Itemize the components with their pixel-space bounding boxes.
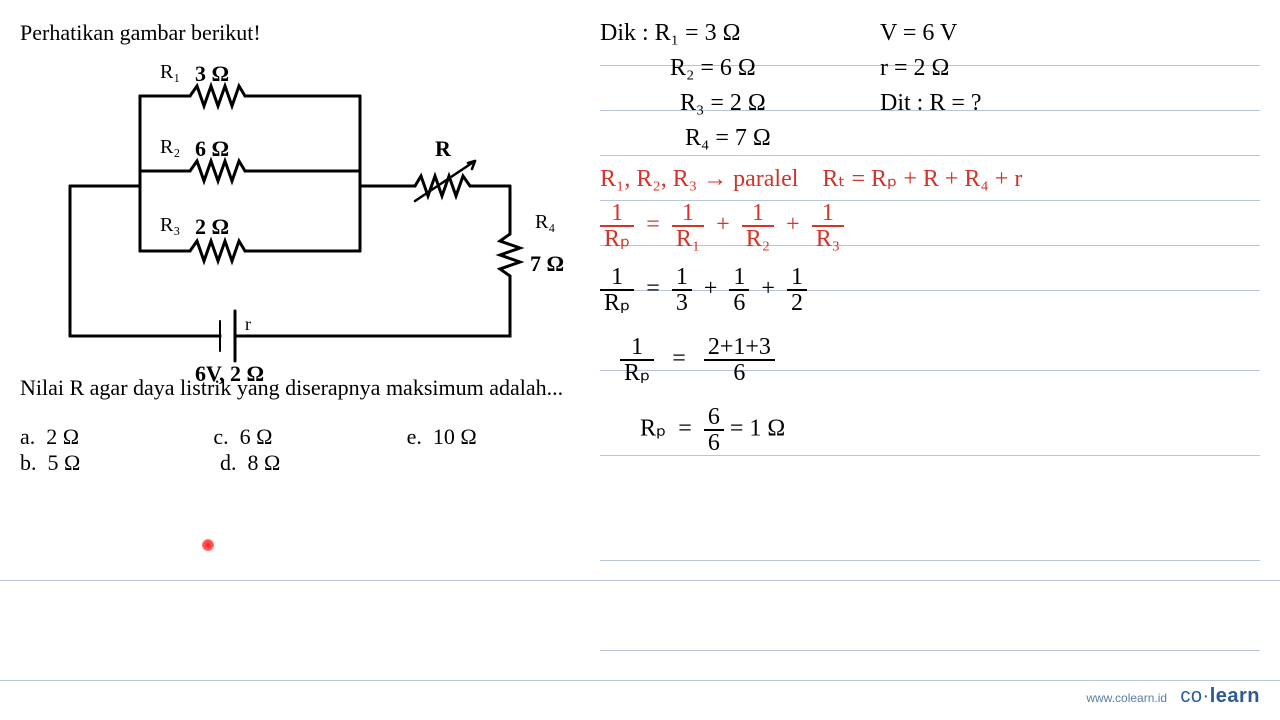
parallel-note-line: R₁, R₂, R₃ → paralel Rₜ = Rₚ + R + R₄ + …	[600, 164, 1260, 193]
brand-logo: co·learn	[1180, 685, 1260, 707]
handwriting-panel: Dik : R₁ = 3 Ω V = 6 V R₂ = 6 Ω r = 2 Ω …	[600, 20, 1260, 463]
question-panel: Perhatikan gambar berikut!	[20, 20, 600, 476]
value-R1: 3 Ω	[195, 61, 229, 87]
option-e: e. 10 Ω	[407, 424, 600, 450]
dik-R2: R₂ = 6 Ω	[670, 55, 756, 81]
answer-options: a. 2 Ω c. 6 Ω e. 10 Ω b. 5 Ω d. 8 Ω	[20, 424, 600, 476]
label-R1: R₁	[160, 61, 180, 84]
option-b: b. 5 Ω	[20, 450, 220, 476]
dit-label: Dit :	[880, 90, 923, 116]
label-source: 6V, 2 Ω	[195, 361, 264, 387]
footer-url: www.colearn.id	[1086, 691, 1167, 705]
equation-1: 1Rₚ = 1R₁ + 1R₂ + 1R₃	[600, 201, 1260, 251]
option-c: c. 6 Ω	[213, 424, 406, 450]
dik-label: Dik :	[600, 20, 649, 46]
equation-2: 1Rₚ = 13 + 16 + 12	[600, 265, 1260, 315]
label-R2: R₂	[160, 136, 180, 159]
label-R3: R₃	[160, 214, 180, 237]
dit-value: R = ?	[929, 90, 981, 116]
rt-formula: Rₜ = Rₚ + R + R₄ + r	[822, 166, 1022, 192]
dik-r: r = 2 Ω	[880, 55, 949, 82]
value-R2: 6 Ω	[195, 136, 229, 162]
circuit-diagram: R₁ 3 Ω R₂ 6 Ω R₃ 2 Ω R R₄ 7 Ω r 6V, 2 Ω	[20, 56, 580, 366]
label-R: R	[435, 136, 451, 162]
option-d: d. 8 Ω	[220, 450, 420, 476]
option-a: a. 2 Ω	[20, 424, 213, 450]
footer: www.colearn.id co·learn	[1086, 685, 1260, 708]
label-R4: R₄	[535, 211, 555, 234]
dik-R3: R₃ = 2 Ω	[680, 90, 766, 116]
value-R4: 7 Ω	[530, 251, 564, 277]
label-source-r: r	[245, 314, 251, 335]
question-title: Perhatikan gambar berikut!	[20, 20, 600, 46]
value-R3: 2 Ω	[195, 214, 229, 240]
equation-3: 1Rₚ = 2+1+36	[600, 335, 1260, 385]
dik-R4: R₄ = 7 Ω	[685, 125, 771, 151]
dik-R1: R₁ = 3 Ω	[655, 20, 741, 46]
equation-4: Rₚ = 66 = 1 Ω	[600, 405, 1260, 455]
dik-V: V = 6 V	[880, 20, 957, 47]
question-text: Nilai R agar daya listrik yang diserapny…	[20, 371, 600, 404]
laser-pointer-dot	[202, 539, 214, 551]
parallel-note: R₁, R₂, R₃ → paralel	[600, 166, 798, 192]
